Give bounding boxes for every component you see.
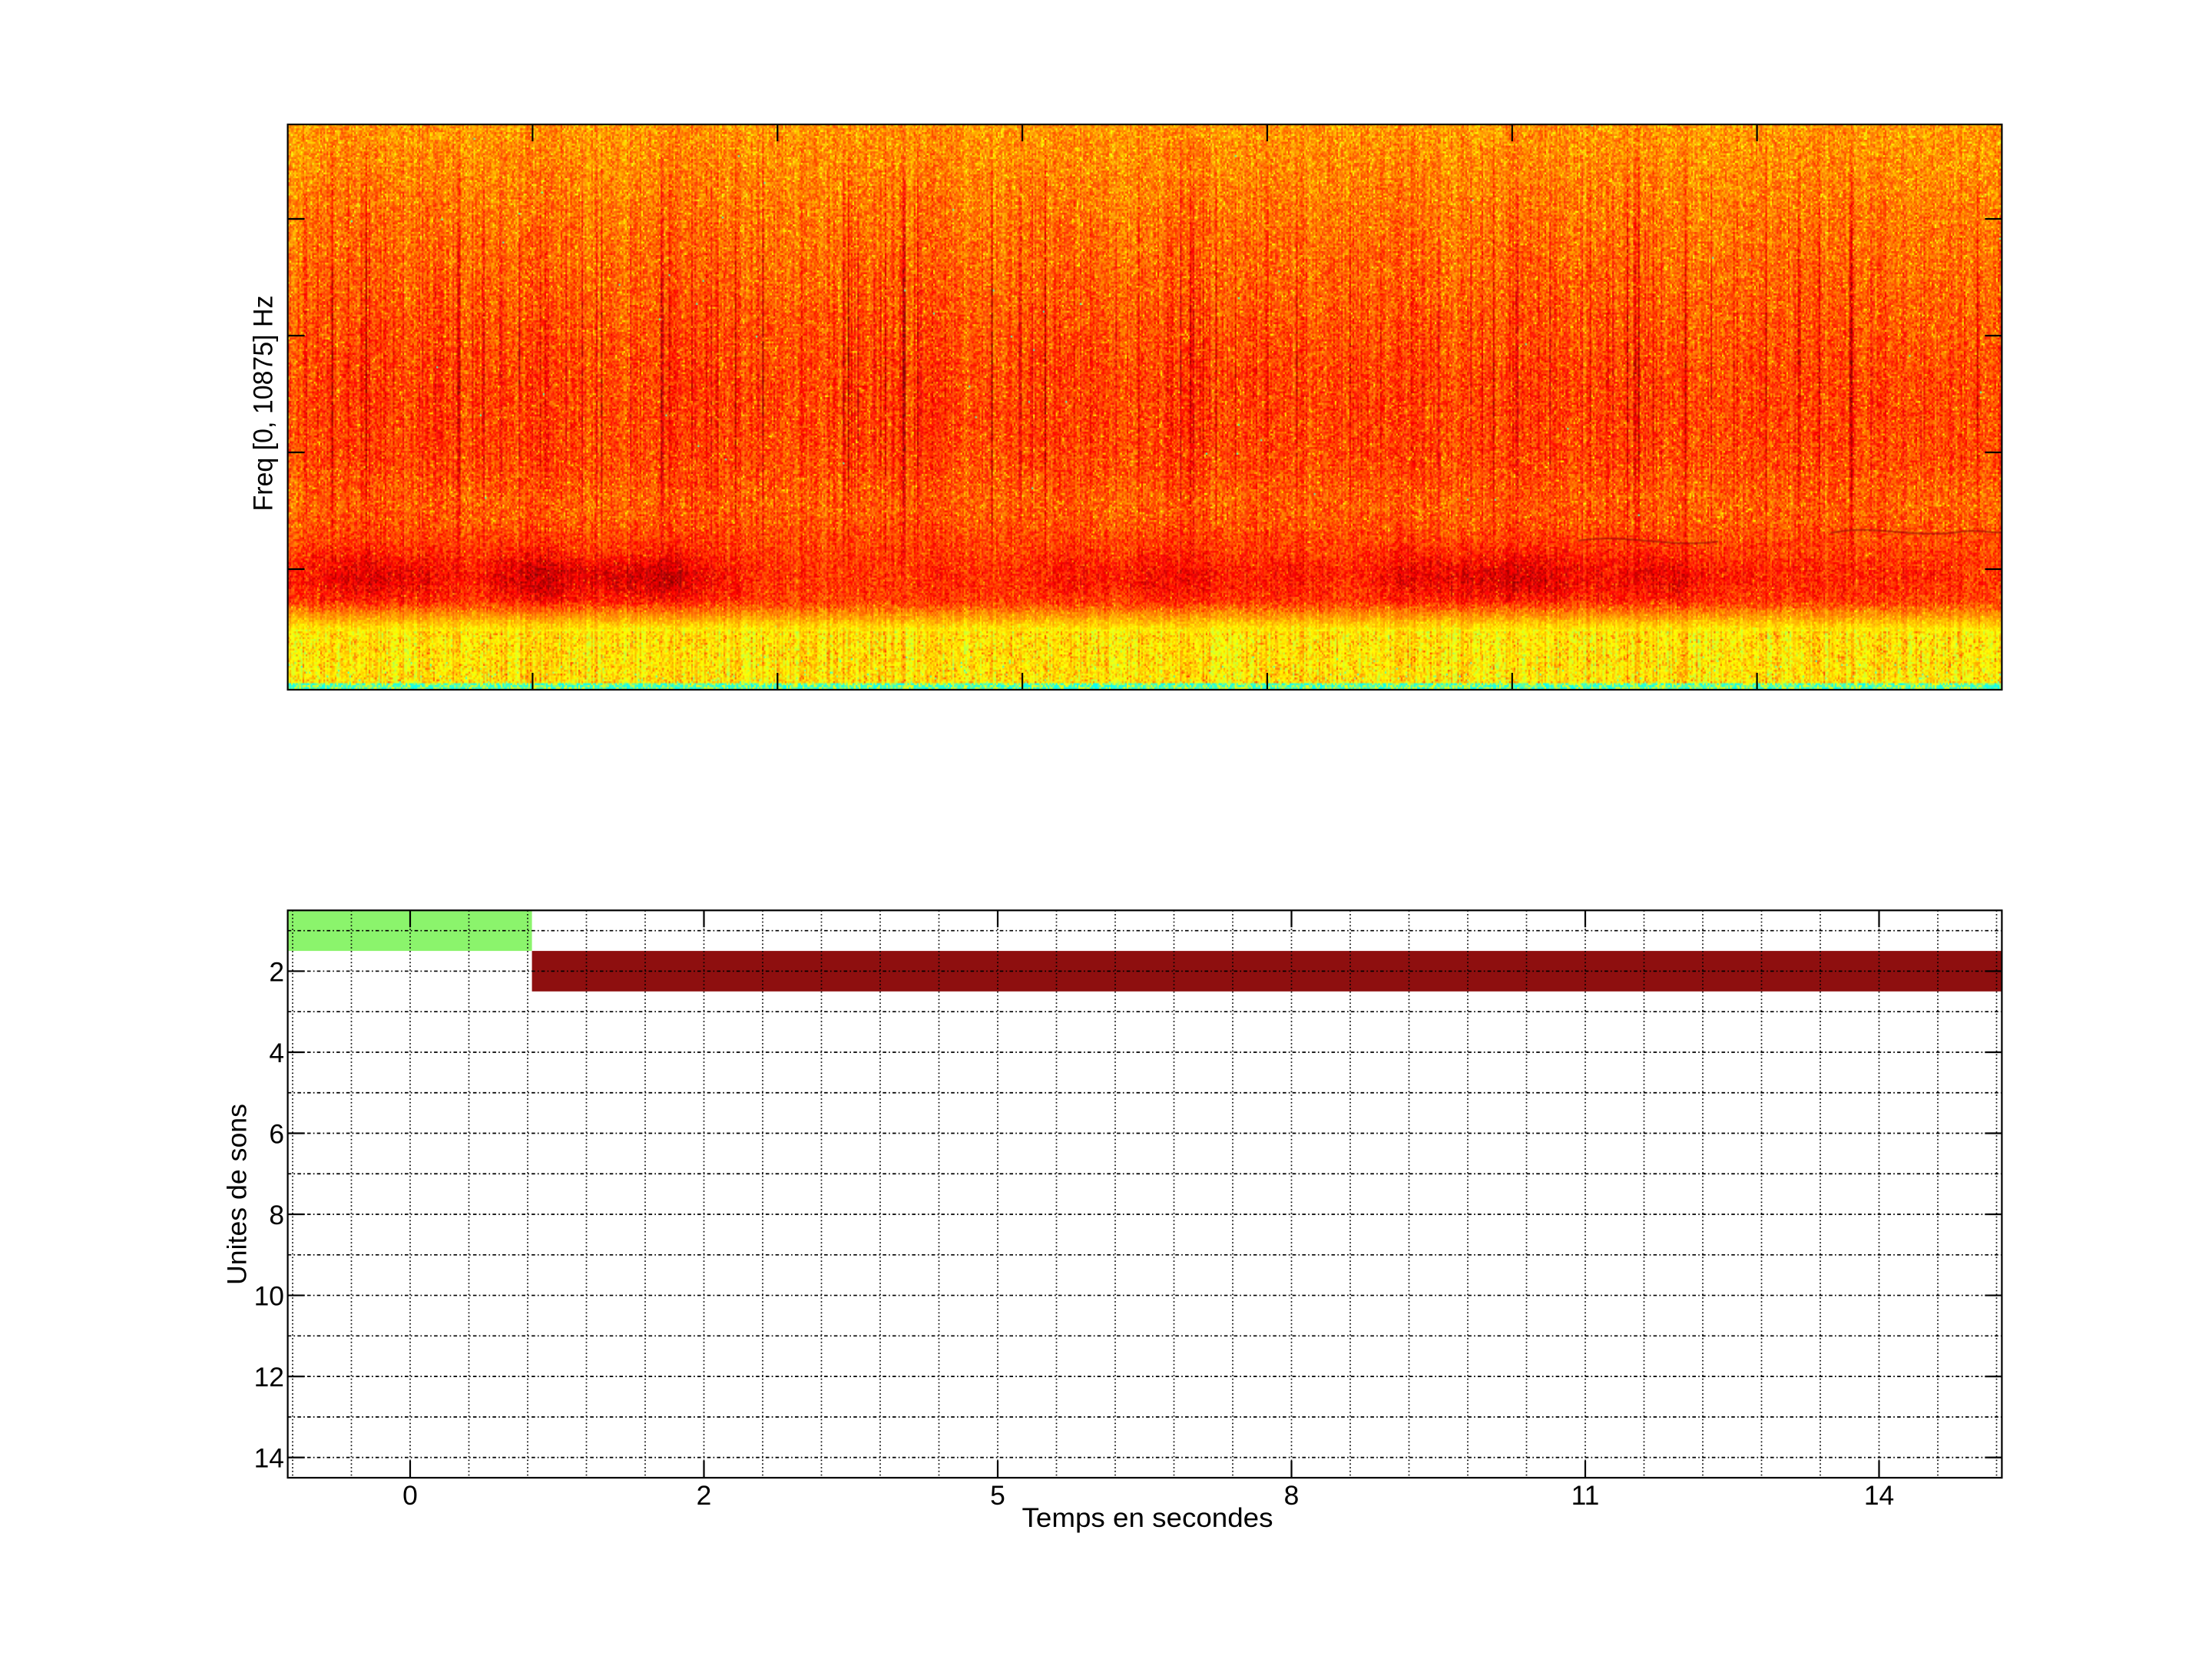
svg-text:0: 0 — [402, 1480, 418, 1511]
svg-text:2: 2 — [269, 956, 284, 987]
svg-text:8: 8 — [1284, 1480, 1300, 1511]
svg-text:Temps en secondes: Temps en secondes — [1022, 1502, 1273, 1533]
svg-text:10: 10 — [254, 1280, 284, 1311]
svg-text:11: 11 — [1571, 1480, 1600, 1511]
svg-text:4: 4 — [269, 1038, 284, 1068]
svg-text:Unites de sons: Unites de sons — [222, 1104, 253, 1285]
svg-text:5: 5 — [990, 1480, 1005, 1511]
svg-text:6: 6 — [269, 1118, 284, 1149]
svg-text:2: 2 — [697, 1480, 712, 1511]
svg-text:12: 12 — [254, 1362, 284, 1392]
svg-text:Freq [0, 10875] Hz: Freq [0, 10875] Hz — [248, 296, 279, 512]
svg-text:8: 8 — [269, 1200, 284, 1230]
svg-text:14: 14 — [254, 1443, 284, 1474]
svg-text:14: 14 — [1864, 1480, 1894, 1511]
